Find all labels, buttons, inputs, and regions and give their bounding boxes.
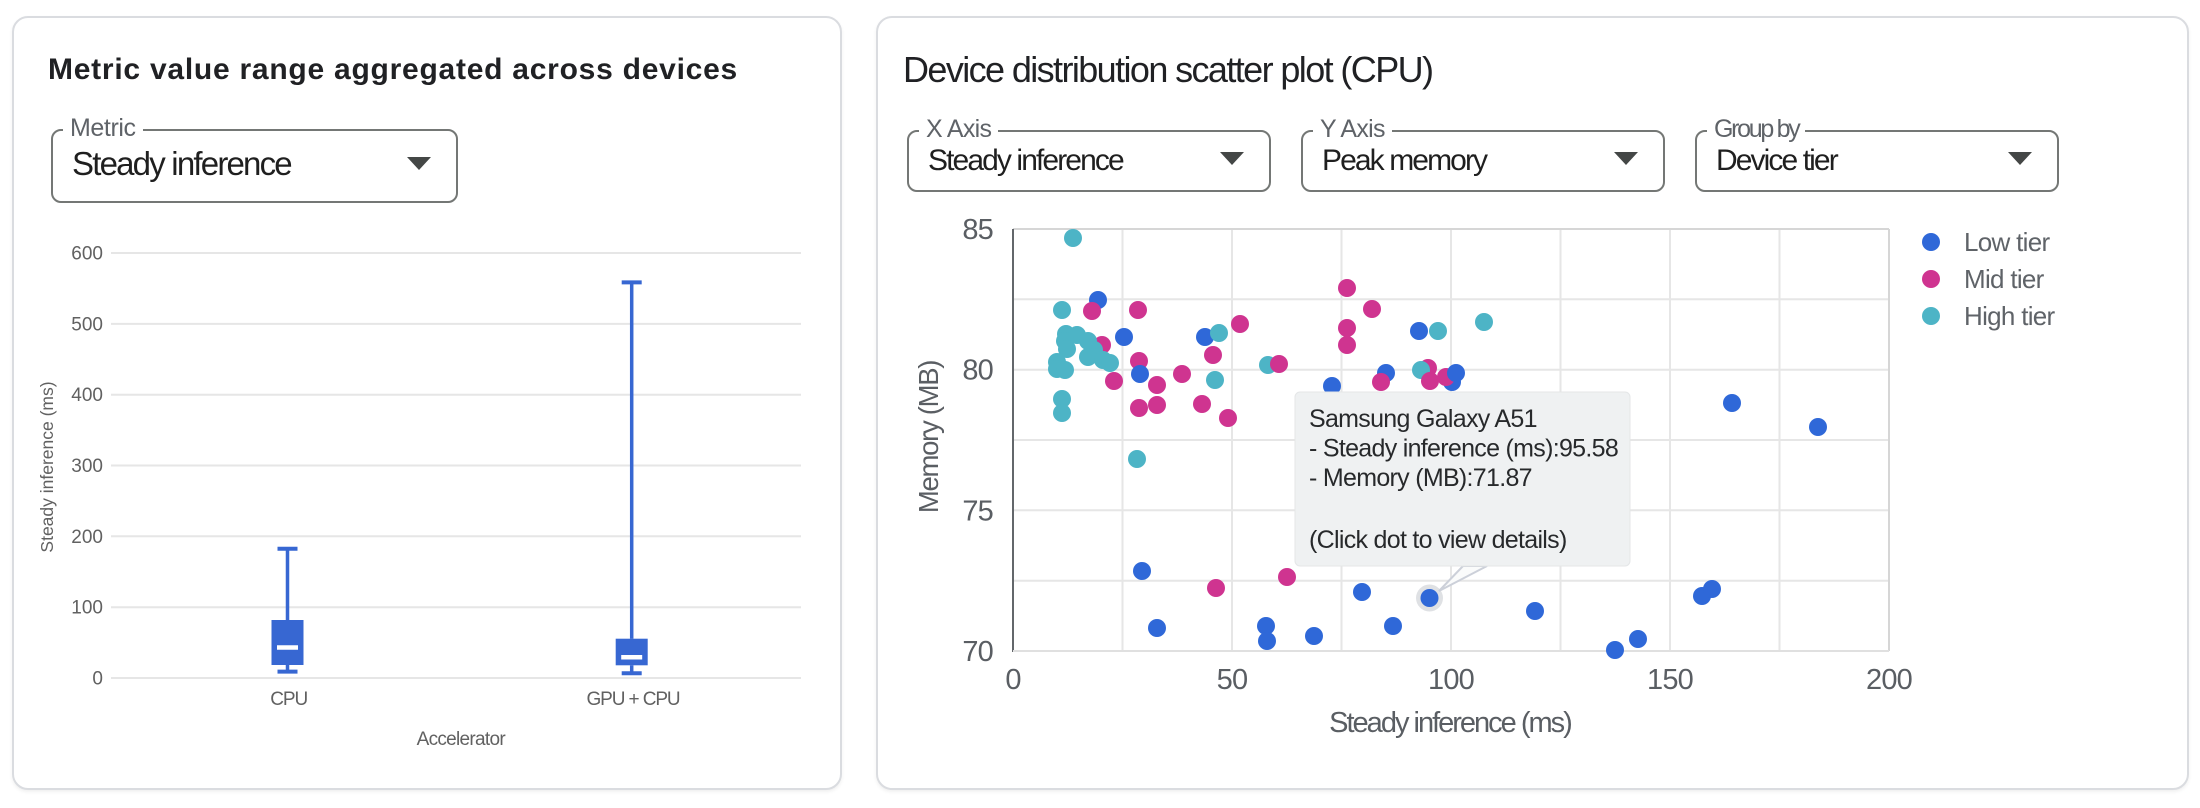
svg-text:Samsung Galaxy A51: Samsung Galaxy A51 xyxy=(1309,405,1537,433)
svg-text:150: 150 xyxy=(1647,664,1693,696)
svg-text:High tier: High tier xyxy=(1964,301,2056,331)
svg-text:Memory (MB): Memory (MB) xyxy=(913,361,944,513)
svg-text:300: 300 xyxy=(71,456,103,477)
svg-text:100: 100 xyxy=(1428,664,1474,696)
svg-text:70: 70 xyxy=(962,636,993,668)
svg-text:100: 100 xyxy=(71,598,103,619)
svg-text:400: 400 xyxy=(71,385,103,406)
svg-text:0: 0 xyxy=(1005,664,1020,696)
svg-text:0: 0 xyxy=(92,669,103,690)
svg-text:200: 200 xyxy=(1866,664,1912,696)
svg-text:500: 500 xyxy=(71,314,103,335)
svg-text:- Steady inference (ms):95.58: - Steady inference (ms):95.58 xyxy=(1309,435,1618,463)
svg-text:50: 50 xyxy=(1217,664,1248,696)
svg-text:CPU: CPU xyxy=(270,689,307,710)
svg-text:80: 80 xyxy=(962,355,993,387)
svg-text:200: 200 xyxy=(71,527,103,548)
svg-text:Mid tier: Mid tier xyxy=(1964,264,2045,294)
svg-text:85: 85 xyxy=(962,214,993,246)
svg-text:600: 600 xyxy=(71,244,103,265)
svg-text:Steady inference (ms): Steady inference (ms) xyxy=(37,381,57,552)
svg-text:(Click dot to view details): (Click dot to view details) xyxy=(1309,526,1567,554)
svg-text:GPU + CPU: GPU + CPU xyxy=(586,689,679,710)
svg-text:Low tier: Low tier xyxy=(1964,227,2050,257)
svg-text:Steady inference (ms): Steady inference (ms) xyxy=(1329,707,1571,739)
svg-text:- Memory (MB):71.87: - Memory (MB):71.87 xyxy=(1309,464,1532,492)
svg-text:Accelerator: Accelerator xyxy=(417,729,507,750)
svg-text:75: 75 xyxy=(962,495,993,527)
